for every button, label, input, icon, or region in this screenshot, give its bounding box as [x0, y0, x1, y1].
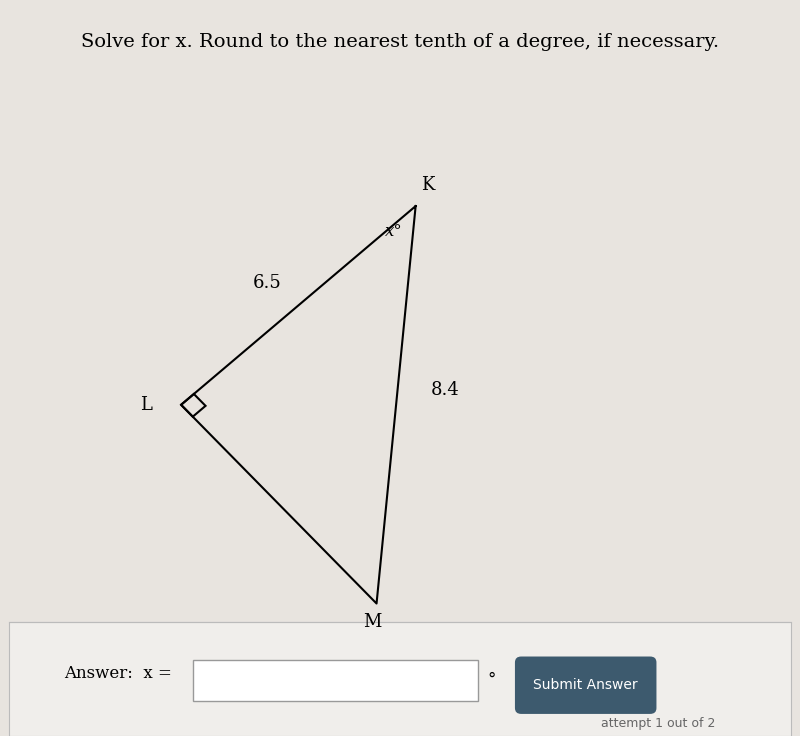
Text: 8.4: 8.4 [431, 381, 460, 399]
Text: Submit Answer: Submit Answer [534, 678, 638, 693]
Text: Answer:  x =: Answer: x = [64, 665, 172, 682]
Text: 6.5: 6.5 [253, 275, 282, 292]
Text: x°: x° [385, 223, 402, 241]
Bar [9, 622, 791, 736]
Text: °: ° [487, 671, 496, 689]
Text: attempt 1 out of 2: attempt 1 out of 2 [601, 717, 715, 730]
Bar [193, 660, 478, 701]
Text: Solve for x. Round to the nearest tenth of a degree, if necessary.: Solve for x. Round to the nearest tenth … [81, 33, 719, 51]
FancyBboxPatch shape [515, 657, 657, 714]
Text: K: K [421, 177, 434, 194]
Text: M: M [363, 613, 382, 631]
Text: L: L [140, 396, 152, 414]
